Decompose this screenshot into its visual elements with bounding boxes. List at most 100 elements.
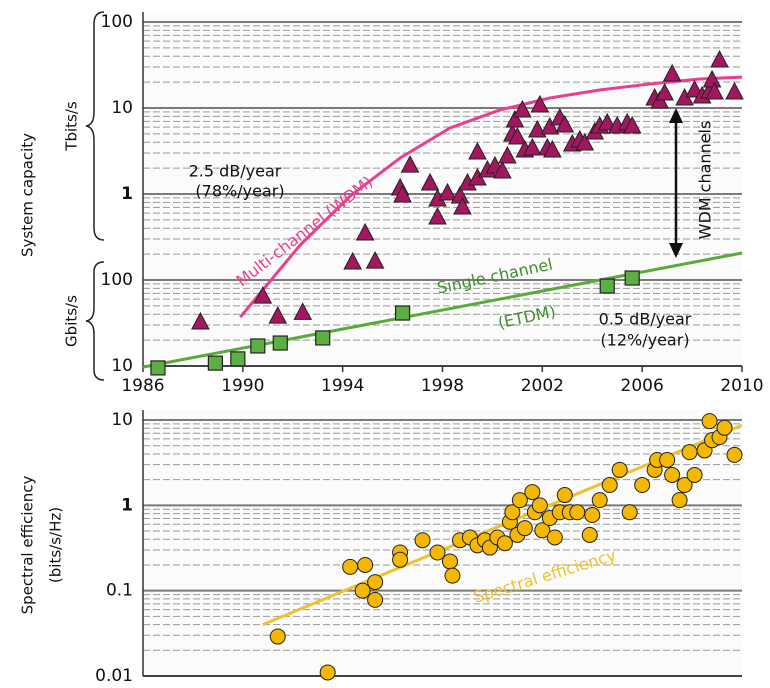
triangle-point (575, 132, 595, 151)
circle-point (601, 477, 618, 494)
annotation: 0.5 dB/year (599, 310, 692, 329)
circle-point (634, 477, 651, 494)
triangle-point (655, 82, 674, 101)
triangle-point (513, 99, 532, 118)
circle-point (534, 522, 551, 539)
y-tick-label: 1 (121, 184, 133, 204)
y-tick-label: 100 (101, 12, 133, 32)
circle-point (414, 532, 431, 549)
unit-label: Tbits/s (63, 101, 81, 152)
triangle-point (393, 184, 412, 203)
triangle-point (725, 81, 744, 100)
circle-point (441, 553, 458, 570)
circle-point (531, 497, 548, 514)
y-tick-label: 10 (111, 410, 133, 430)
triangle-point (365, 251, 385, 269)
triangle-point (355, 222, 375, 241)
y-axis-title: (bits/s/Hz) (47, 507, 65, 583)
circle-point (591, 492, 608, 509)
square-point (272, 335, 288, 351)
brace (85, 261, 105, 381)
triangle-point (468, 141, 487, 160)
circle-point (342, 558, 359, 575)
triangle-point (400, 154, 420, 173)
plot-area (143, 410, 742, 676)
y-tick-label: 0.01 (95, 666, 133, 686)
triangle-point (622, 115, 642, 134)
square-point (207, 355, 223, 371)
annotation: WDM channels (696, 121, 715, 240)
circle-point (611, 461, 628, 478)
circle-point (444, 567, 461, 584)
triangle-point (523, 137, 542, 156)
annotation: (78%/year) (195, 182, 284, 201)
plots: 10 100 1 10 100 1986 1990 1994 1998 2002 2006 2010 2… (95, 12, 764, 686)
y-tick-label: 10 (111, 356, 133, 376)
triangle-point (597, 112, 617, 131)
y-axis-title: Spectral efficiency (19, 476, 37, 615)
y-axis-title: System capacity (19, 133, 37, 257)
square-point (250, 338, 266, 354)
y-tick-label: 0.1 (106, 581, 133, 601)
x-tick-label: 1994 (321, 376, 364, 396)
y-tick-label: 100 (101, 270, 133, 290)
circle-point (581, 526, 598, 543)
fit-line (239, 75, 743, 319)
arrow (669, 108, 683, 258)
triangle-point (662, 63, 682, 82)
circle-point (367, 591, 384, 608)
circle-point (546, 529, 563, 546)
circle-point (584, 507, 601, 524)
triangle-point (268, 306, 288, 324)
brace (85, 11, 105, 241)
triangle-point (343, 251, 362, 270)
circle-point (516, 520, 533, 537)
square-point (599, 278, 615, 294)
circle-point (726, 446, 743, 463)
circle-point (701, 413, 718, 430)
x-tick-label: 1990 (221, 376, 264, 396)
circle-point (716, 419, 733, 436)
circle-point (367, 574, 384, 591)
triangle-point (293, 302, 313, 320)
triangle-point (191, 311, 210, 330)
circle-point (511, 492, 528, 509)
plot-area (143, 12, 742, 366)
triangle-point (498, 145, 517, 164)
square-point (150, 360, 166, 376)
y-tick-label: 1 (121, 495, 133, 515)
circle-point (686, 466, 703, 483)
x-tick-label: 2006 (621, 376, 664, 396)
annotation: 2.5 dB/year (189, 162, 282, 181)
triangle-point (540, 116, 560, 135)
annotation: (12%/year) (600, 331, 689, 350)
triangle-point (530, 94, 550, 113)
circle-point (357, 556, 374, 573)
triangle-point (710, 49, 729, 68)
circle-point (496, 535, 513, 552)
circle-point (676, 477, 693, 494)
triangle-point (508, 126, 527, 145)
triangle-point (420, 172, 440, 191)
triangle-point (453, 196, 472, 215)
triangle-point (438, 182, 457, 201)
circle-point (269, 628, 286, 645)
triangle-point (428, 206, 447, 225)
y-tick-label: 10 (111, 98, 133, 118)
circle-point (354, 582, 371, 599)
x-tick-label: 1998 (421, 376, 464, 396)
circle-point (621, 504, 638, 521)
x-tick-label: 2002 (521, 376, 564, 396)
triangle-point (493, 160, 512, 179)
circle-point (429, 544, 446, 561)
circle-point (664, 466, 681, 483)
circle-point (524, 484, 541, 501)
square-point (230, 351, 246, 367)
triangle-point (705, 81, 724, 100)
circle-point (681, 444, 698, 461)
circle-point (671, 492, 688, 509)
x-tick-label: 2010 (720, 376, 763, 396)
fit-line (142, 251, 743, 369)
square-point (315, 330, 331, 346)
